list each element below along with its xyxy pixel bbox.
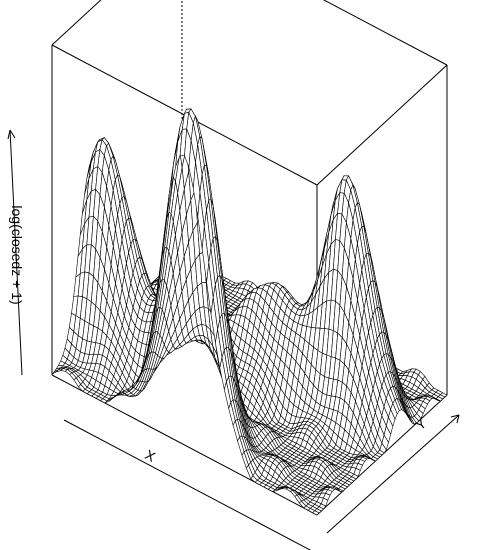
box-edge (51, 0, 102, 46)
x-axis-arrow (63, 419, 312, 550)
box-edge (316, 64, 448, 186)
surface-wireframe (51, 108, 448, 516)
y-axis-arrowhead (456, 414, 460, 424)
z-axis-label: log(closedz + 1) (9, 205, 25, 304)
z-axis-arrowhead (7, 129, 11, 140)
axis-arrows (7, 129, 460, 550)
z-axis-arrowhead (9, 129, 16, 139)
z-axis-arrow (9, 129, 23, 376)
box-edge (322, 0, 448, 66)
y-axis-arrowhead (450, 414, 460, 418)
surface-facet (312, 510, 320, 516)
y-axis-arrow (326, 414, 460, 534)
